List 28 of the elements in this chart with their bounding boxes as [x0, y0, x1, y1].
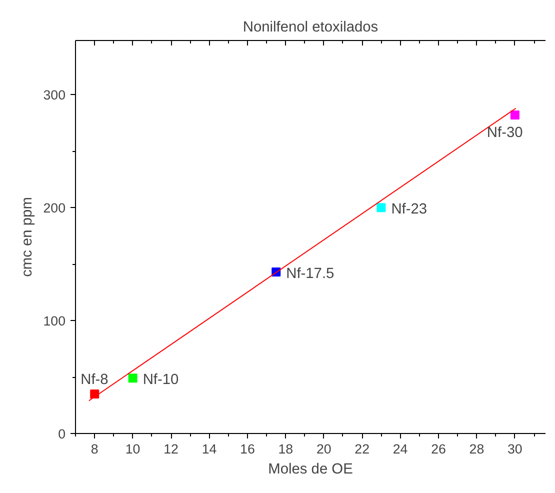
x-tick-label: 8 [90, 442, 98, 456]
x-tick-label: 24 [392, 442, 408, 456]
point [90, 389, 100, 398]
x-tick-label: 26 [431, 442, 446, 456]
annotation: Nf-8 [80, 372, 108, 388]
x-tick-label: 28 [469, 442, 484, 456]
y-tick-label: 0 [58, 426, 66, 442]
x-tick-label: 16 [240, 442, 255, 456]
y-tick-label: 300 [43, 88, 66, 103]
x-tick-label: 22 [354, 442, 370, 456]
x-tick-label: 30 [508, 442, 522, 456]
annotation: Nf-10 [142, 372, 179, 388]
x-tick-label: 12 [164, 442, 178, 456]
point [510, 110, 520, 120]
x-tick-label: 20 [316, 442, 332, 456]
x-axis-title: Moles de OE [268, 462, 354, 478]
annotation: Nf-30 [486, 125, 523, 142]
x-tick-label: 14 [202, 442, 218, 456]
point [376, 203, 386, 212]
chart-title: Nonilfenol etoxilados [242, 20, 378, 36]
annotation: Nf-17.5 [286, 266, 334, 282]
y-tick-label: 100 [43, 314, 66, 329]
point [128, 374, 138, 383]
annotation: Nf-23 [391, 202, 428, 218]
y-tick-label: 200 [43, 200, 66, 216]
x-tick-label: 10 [125, 442, 140, 456]
y-axis-title: cmc en ppm [19, 197, 36, 277]
x-tick-label: 18 [278, 442, 294, 456]
